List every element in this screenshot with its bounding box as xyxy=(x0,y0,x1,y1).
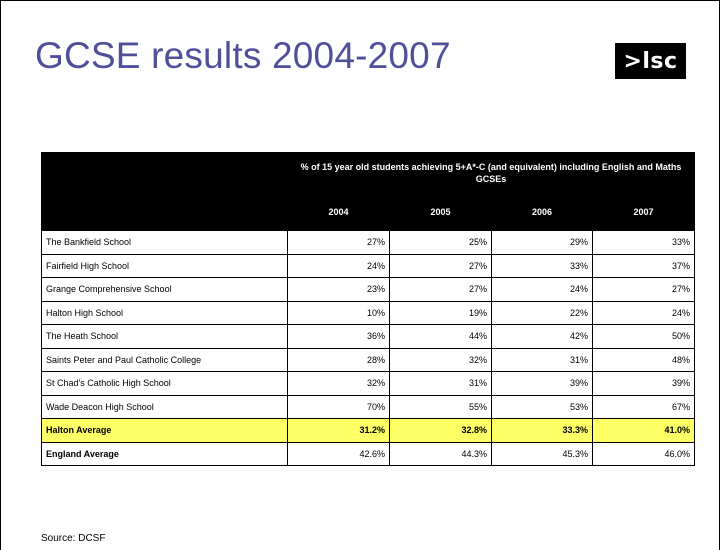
table-row: Fairfield High School 24% 27% 33% 37% xyxy=(41,253,696,278)
result-cell: 23% xyxy=(287,277,390,302)
result-cell: 42.6% xyxy=(287,441,390,466)
result-cell: 50% xyxy=(591,324,696,349)
result-cell: 27% xyxy=(287,230,390,255)
school-name: Saints Peter and Paul Catholic College xyxy=(41,347,288,372)
school-name: Halton High School xyxy=(41,300,288,325)
result-cell: 39% xyxy=(591,371,696,396)
gcse-results-table: % of 15 year old students achieving 5+A*… xyxy=(41,152,696,466)
school-name: St Chad's Catholic High School xyxy=(41,371,288,396)
result-cell: 27% xyxy=(389,253,492,278)
result-cell: 37% xyxy=(591,253,696,278)
school-name: The Heath School xyxy=(41,324,288,349)
result-cell: 48% xyxy=(591,347,696,372)
result-cell: 33% xyxy=(591,230,696,255)
table-row: Saints Peter and Paul Catholic College 2… xyxy=(41,347,696,372)
halton-average-row: Halton Average 31.2% 32.8% 33.3% 41.0% xyxy=(41,418,696,443)
year-header-2005: 2005 xyxy=(389,193,492,231)
result-cell: 31% xyxy=(491,347,593,372)
result-cell: 44.3% xyxy=(389,441,492,466)
result-cell: 24% xyxy=(591,300,696,325)
result-cell: 36% xyxy=(287,324,390,349)
result-cell: 24% xyxy=(491,277,593,302)
result-cell: 32.8% xyxy=(389,418,492,443)
result-cell: 19% xyxy=(389,300,492,325)
result-cell: 70% xyxy=(287,394,390,419)
result-cell: 24% xyxy=(287,253,390,278)
table-row: St Chad's Catholic High School 32% 31% 3… xyxy=(41,371,696,396)
result-cell: 31% xyxy=(389,371,492,396)
result-cell: 53% xyxy=(491,394,593,419)
table-row: The Heath School 36% 44% 42% 50% xyxy=(41,324,696,349)
england-average-row: England Average 42.6% 44.3% 45.3% 46.0% xyxy=(41,441,696,466)
lsc-logo: >lsc xyxy=(615,43,686,79)
result-cell: 45.3% xyxy=(491,441,593,466)
result-cell: 29% xyxy=(491,230,593,255)
result-cell: 33% xyxy=(491,253,593,278)
table-row: Wade Deacon High School 70% 55% 53% 67% xyxy=(41,394,696,419)
year-header-2004: 2004 xyxy=(287,193,390,231)
result-cell: 42% xyxy=(491,324,593,349)
table-header-description: % of 15 year old students achieving 5+A*… xyxy=(286,152,696,194)
table-row: The Bankfield School 27% 25% 29% 33% xyxy=(41,230,696,255)
slide-title: GCSE results 2004-2007 xyxy=(35,35,451,76)
result-cell: 27% xyxy=(389,277,492,302)
source-note: Source: DCSF xyxy=(41,533,106,544)
school-name: Grange Comprehensive School xyxy=(41,277,288,302)
school-name: The Bankfield School xyxy=(41,230,288,255)
header-blank-cell xyxy=(41,152,288,231)
school-name: Wade Deacon High School xyxy=(41,394,288,419)
result-cell: 28% xyxy=(287,347,390,372)
result-cell: 22% xyxy=(491,300,593,325)
result-cell: 44% xyxy=(389,324,492,349)
result-cell: 32% xyxy=(389,347,492,372)
table-row: Grange Comprehensive School 23% 27% 24% … xyxy=(41,277,696,302)
result-cell: 39% xyxy=(491,371,593,396)
result-cell: 46.0% xyxy=(591,441,696,466)
result-cell: 10% xyxy=(287,300,390,325)
result-cell: 25% xyxy=(389,230,492,255)
average-label: Halton Average xyxy=(41,418,288,443)
table-row: Halton High School 10% 19% 22% 24% xyxy=(41,300,696,325)
result-cell: 32% xyxy=(287,371,390,396)
year-header-2006: 2006 xyxy=(491,193,593,231)
result-cell: 27% xyxy=(591,277,696,302)
result-cell: 31.2% xyxy=(287,418,390,443)
result-cell: 55% xyxy=(389,394,492,419)
average-label: England Average xyxy=(41,441,288,466)
result-cell: 67% xyxy=(591,394,696,419)
result-cell: 33.3% xyxy=(491,418,593,443)
school-name: Fairfield High School xyxy=(41,253,288,278)
result-cell: 41.0% xyxy=(591,418,696,443)
year-header-2007: 2007 xyxy=(591,193,696,231)
